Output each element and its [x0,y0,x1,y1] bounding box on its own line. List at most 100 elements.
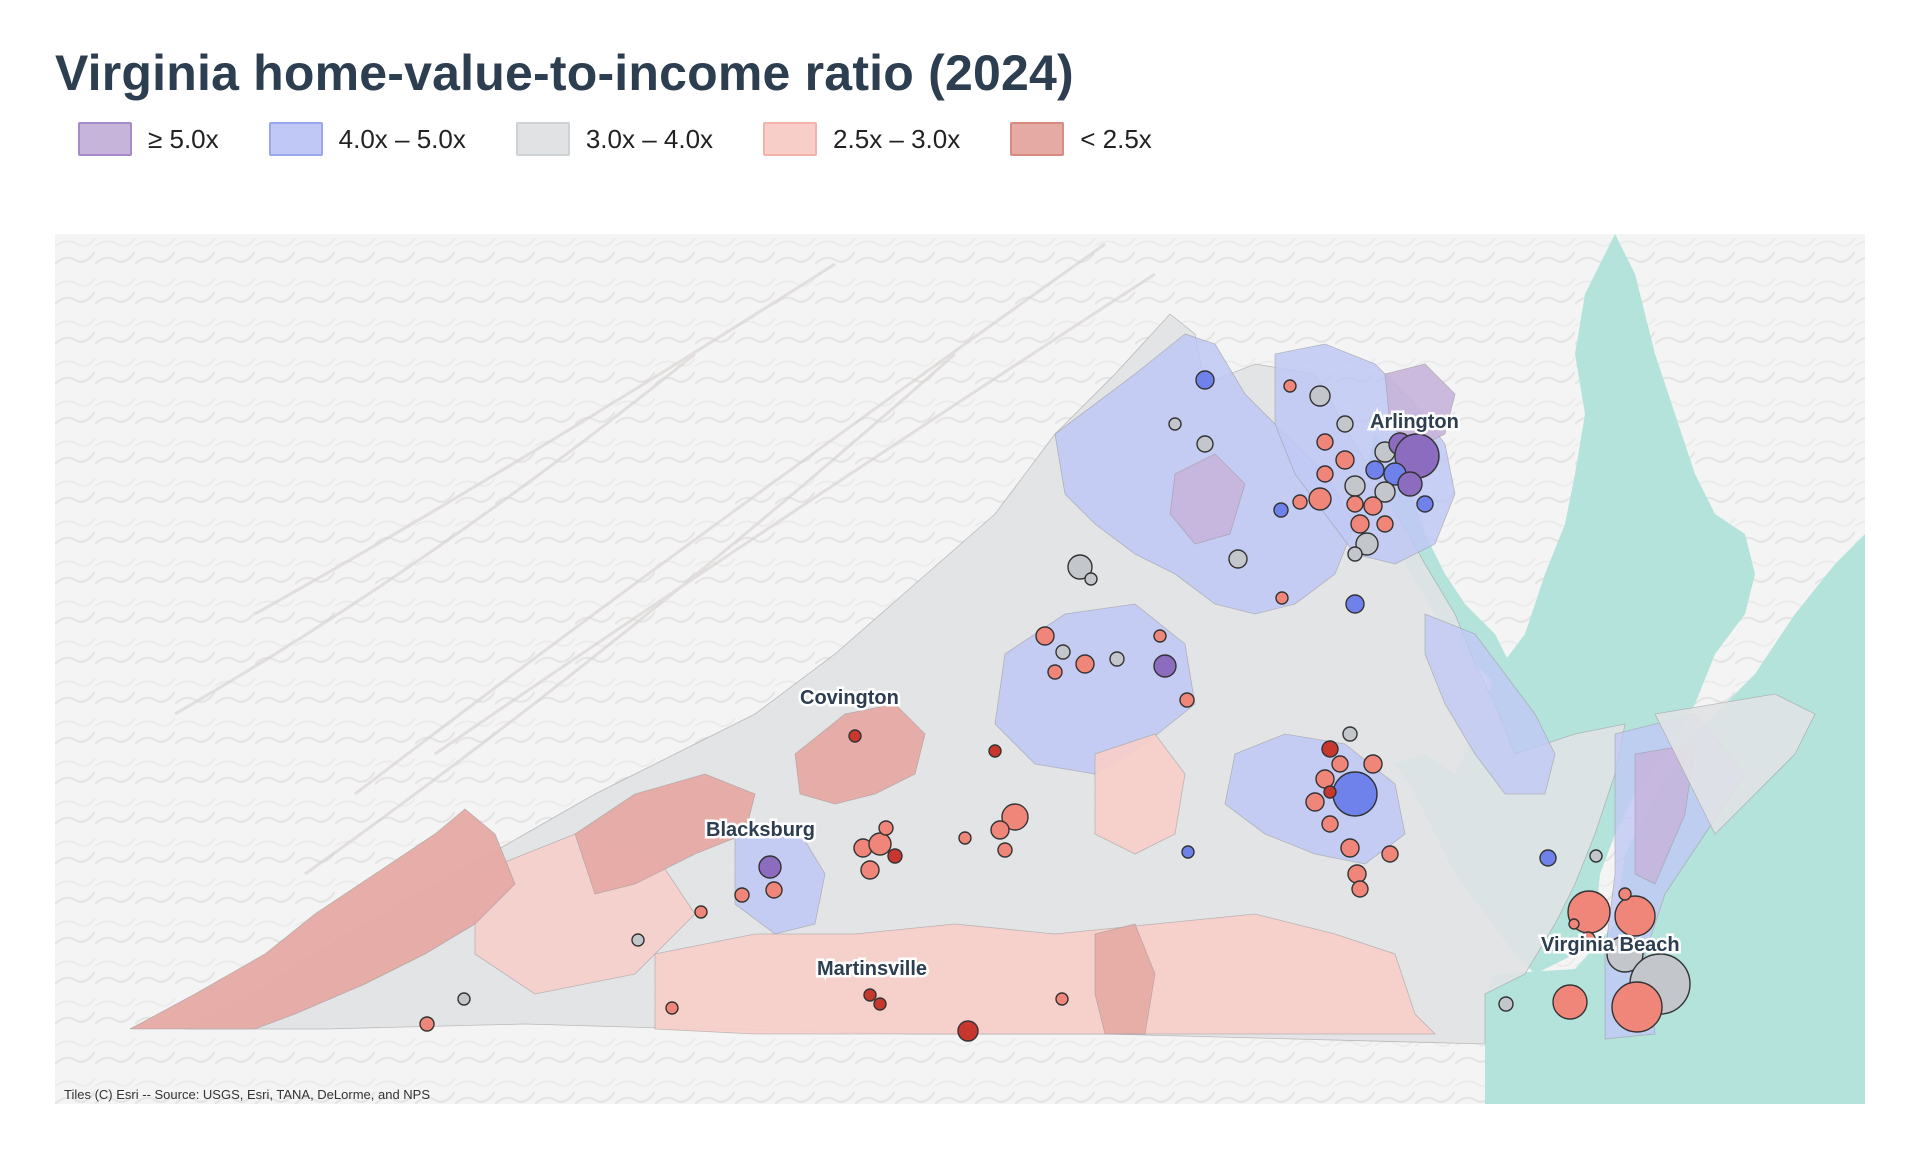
map-canvas[interactable]: Arlington Covington Blacksburg Martinsvi… [55,234,1865,1104]
marker-martinsville[interactable] [863,988,877,1002]
county-region-albemarle[interactable] [994,603,1196,775]
marker-galax[interactable] [665,1001,679,1015]
marker-annandale[interactable] [1374,481,1396,503]
marker-smithfield[interactable] [1568,918,1580,930]
marker-chesapeake[interactable] [1611,981,1663,1033]
marker-abingdon[interactable] [457,992,471,1006]
marker-covington[interactable] [848,729,862,743]
marker-reston[interactable] [1335,450,1355,470]
marker-sterling[interactable] [1309,385,1331,407]
marker-alexandria[interactable] [1397,471,1423,497]
marker-lexington[interactable] [1047,664,1063,680]
legend-item-3to4: 3.0x – 4.0x [515,122,713,156]
county-region-montgomery[interactable] [734,823,826,935]
marker-herndon[interactable] [1316,433,1334,451]
marker-salem[interactable] [868,832,892,856]
marker-petersburg[interactable] [1340,838,1360,858]
marker-glen-allen[interactable] [1331,755,1349,773]
marker-madison-hts[interactable] [990,820,1010,840]
marker-buena-vista[interactable] [988,744,1002,758]
marker-springfield[interactable] [1363,496,1383,516]
marker-staunton[interactable] [1035,626,1055,646]
county-region-rappahannock[interactable] [1169,453,1246,545]
county-region-tazewell[interactable] [574,773,756,895]
marker-pantops[interactable] [1153,629,1167,643]
marker-appomattox[interactable] [1181,845,1195,859]
marker-ivy[interactable] [1109,651,1125,667]
page-title: Virginia home-value-to-income ratio (202… [55,45,1074,101]
marker-henrico[interactable] [1342,726,1358,742]
marker-chester[interactable] [1321,815,1339,833]
county-region-southwest-dark[interactable] [129,808,516,1030]
marker-ashburn[interactable] [1336,415,1354,433]
marker-suffolk[interactable] [1552,984,1588,1020]
marker-vinton[interactable] [887,848,903,864]
marker-south-boston[interactable] [1055,992,1069,1006]
marker-lynchburg[interactable] [1001,803,1029,831]
marker-dale-city[interactable] [1355,532,1379,556]
marker-bedford[interactable] [958,831,972,845]
marker-cave-spring[interactable] [860,860,880,880]
marker-hopewell[interactable] [1381,845,1399,863]
county-region-halifax[interactable] [1094,923,1156,1035]
marker-winchester[interactable] [1195,370,1215,390]
marker-louisa[interactable] [1179,692,1195,708]
marker-norfolk[interactable] [1606,935,1644,973]
marker-colonial-hts[interactable] [1347,864,1367,884]
marker-dumfries[interactable] [1347,546,1363,562]
marker-radford[interactable] [734,887,750,903]
marker-manassas[interactable] [1308,487,1332,511]
marker-gloucester[interactable] [1589,849,1603,863]
county-region-peninsula[interactable] [1424,613,1556,795]
marker-culpeper[interactable] [1228,549,1248,569]
marker-christiansburg[interactable] [765,881,783,899]
marker-lorton[interactable] [1376,515,1394,533]
marker-gainesville[interactable] [1292,494,1308,510]
marker-poquoson[interactable] [1618,887,1632,901]
marker-woodbridge[interactable] [1350,514,1370,534]
marker-crozet[interactable] [1075,654,1095,674]
marker-leesburg[interactable] [1283,379,1297,393]
county-region-southside[interactable] [654,913,1436,1035]
county-region-nottoway[interactable] [1094,733,1186,855]
marker-harrisonburg[interactable] [1067,554,1093,580]
marker-pulaski[interactable] [694,905,708,919]
marker-williamsburg[interactable] [1539,849,1557,867]
marker-orange[interactable] [1275,591,1289,605]
marker-fairfax[interactable] [1365,460,1385,480]
marker-collinsville[interactable] [873,997,887,1011]
marker-broadway[interactable] [1084,572,1098,586]
marker-front-royal[interactable] [1196,435,1214,453]
marker-mount-vernon[interactable] [1416,495,1434,513]
marker-chantilly[interactable] [1316,465,1334,483]
county-region-covington[interactable] [794,703,926,805]
marker-tuckahoe[interactable] [1321,740,1339,758]
county-region-arlington[interactable] [1384,363,1456,450]
marker-portsmouth[interactable] [1580,931,1596,947]
marker-mechanicsville[interactable] [1363,754,1383,774]
marker-fredericksburg[interactable] [1345,594,1365,614]
marker-hampton[interactable] [1614,895,1656,937]
marker-berryville[interactable] [1168,417,1182,431]
marker-lakeside[interactable] [1323,785,1337,799]
marker-short-pump[interactable] [1315,769,1335,789]
marker-blacksburg[interactable] [758,855,782,879]
city-label-martinsville: Martinsville [817,958,927,980]
marker-warrenton[interactable] [1273,502,1289,518]
marker-charlottesville[interactable] [1153,654,1177,678]
county-polygons[interactable] [129,313,1816,1045]
marker-franklin[interactable] [1498,996,1514,1012]
marker-centreville[interactable] [1344,475,1366,497]
marker-danville[interactable] [957,1020,979,1042]
marker-ettrick[interactable] [1351,880,1369,898]
map[interactable]: Arlington Covington Blacksburg Martinsvi… [55,234,1865,1104]
marker-wytheville[interactable] [631,933,645,947]
marker-hollins[interactable] [878,820,894,836]
marker-midlothian[interactable] [1305,792,1325,812]
marker-forest[interactable] [997,842,1013,858]
marker-waynesboro[interactable] [1055,644,1071,660]
marker-burke[interactable] [1346,495,1364,513]
city-markers[interactable] [419,370,1691,1042]
marker-richmond[interactable] [1332,771,1378,817]
marker-bristol[interactable] [419,1016,435,1032]
